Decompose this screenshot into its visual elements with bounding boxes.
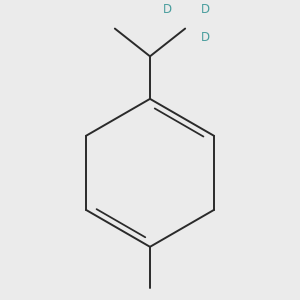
- Text: D: D: [163, 3, 172, 16]
- Text: D: D: [201, 31, 210, 44]
- Text: D: D: [201, 3, 210, 16]
